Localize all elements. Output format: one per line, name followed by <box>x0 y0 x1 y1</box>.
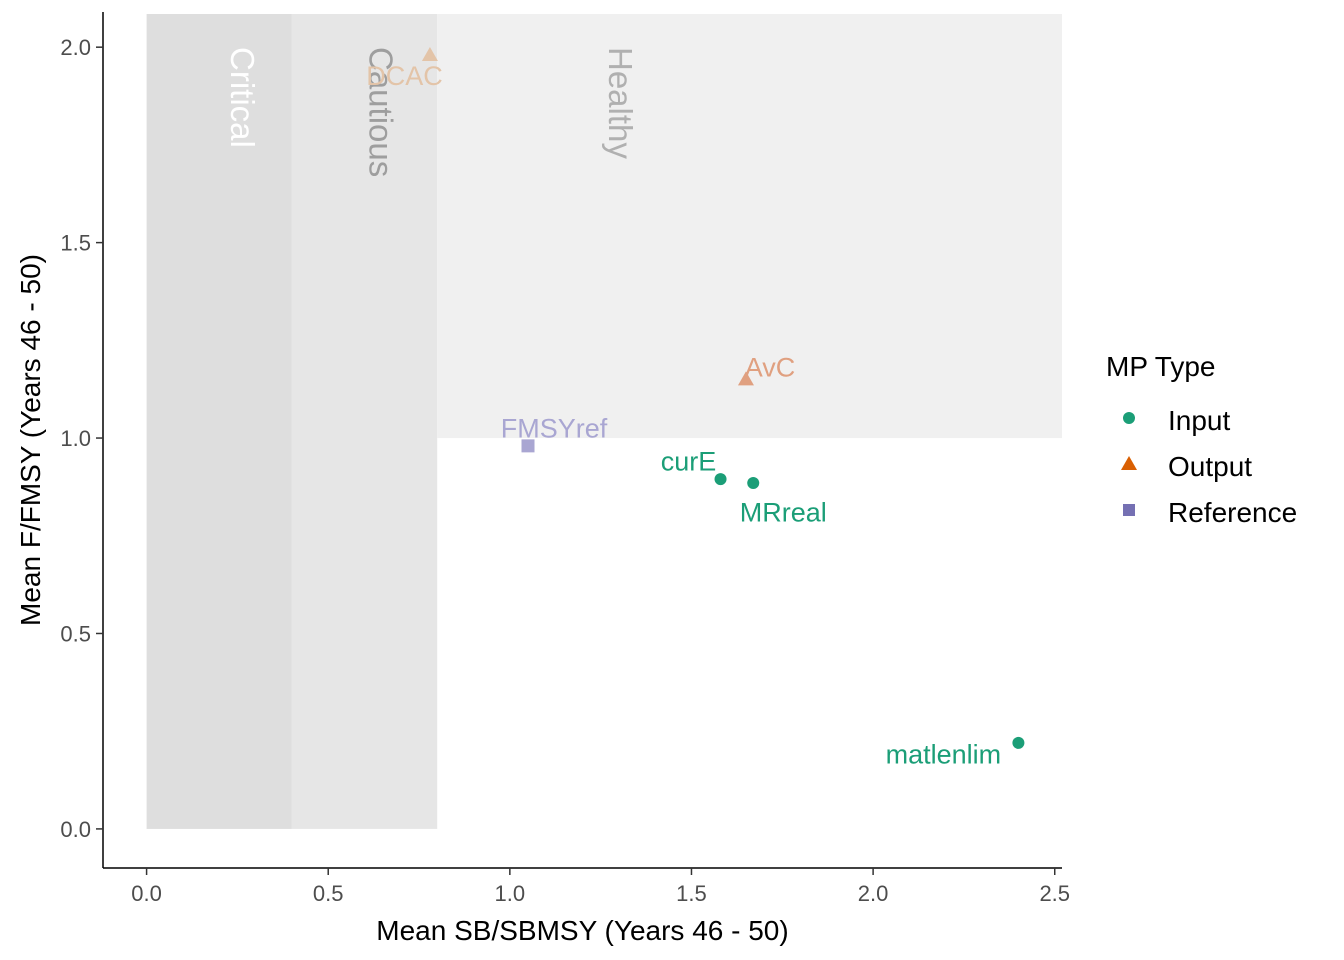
legend-label-input: Input <box>1168 405 1230 436</box>
point-label-matlenlim: matlenlim <box>886 740 1002 770</box>
point-label-avc: AvC <box>745 353 796 383</box>
y-tick-label: 1.0 <box>60 426 91 451</box>
point-matlenlim <box>1012 736 1025 749</box>
zone-label-critical: Critical <box>224 47 261 148</box>
point-label-dcac: DCAC <box>366 61 443 91</box>
y-tick-label: 0.0 <box>60 817 91 842</box>
axes-layer: 0.0 0.5 1.0 1.5 2.0 2.5 0.0 0.5 1.0 1.5 2.0 <box>60 12 1070 906</box>
legend-key-input <box>1123 412 1135 424</box>
zones-layer: Critical Cautious Healthy <box>146 14 1062 829</box>
point-cure <box>714 473 727 486</box>
point-labels-layer: DCAC AvC FMSYref curE MRreal matlenlim <box>366 61 1001 770</box>
legend-title: MP Type <box>1106 351 1215 382</box>
y-axis-title: Mean F/FMSY (Years 46 - 50) <box>15 254 46 626</box>
point-mrreal <box>747 476 760 489</box>
x-tick-label: 1.0 <box>495 881 526 906</box>
point-dcac <box>421 46 438 61</box>
x-tick-label: 0.5 <box>313 881 344 906</box>
points-layer <box>421 46 1025 749</box>
x-tick-label: 2.5 <box>1039 881 1070 906</box>
point-label-cure: curE <box>661 446 717 476</box>
zone-label-healthy: Healthy <box>602 47 639 159</box>
x-tick-label: 0.0 <box>131 881 162 906</box>
point-label-fmsyref: FMSYref <box>501 413 608 443</box>
y-tick-label: 0.5 <box>60 621 91 646</box>
zone-healthy <box>437 14 1062 439</box>
y-tick-label: 2.0 <box>60 35 91 60</box>
zone-cautious <box>291 14 438 829</box>
legend-label-reference: Reference <box>1168 497 1297 528</box>
x-tick-label: 1.5 <box>676 881 707 906</box>
legend-key-reference <box>1123 504 1135 516</box>
x-tick-label: 2.0 <box>858 881 889 906</box>
point-label-mrreal: MRreal <box>740 497 827 527</box>
legend: MP Type Input Output Reference <box>1106 351 1297 528</box>
point-fmsyref <box>521 439 535 453</box>
zone-label-cautious: Cautious <box>362 47 399 177</box>
x-axis-title: Mean SB/SBMSY (Years 46 - 50) <box>376 915 788 946</box>
zone-critical <box>146 14 292 829</box>
y-tick-label: 1.5 <box>60 231 91 256</box>
legend-key-output <box>1121 456 1137 470</box>
legend-label-output: Output <box>1168 451 1252 482</box>
point-avc <box>737 371 754 386</box>
